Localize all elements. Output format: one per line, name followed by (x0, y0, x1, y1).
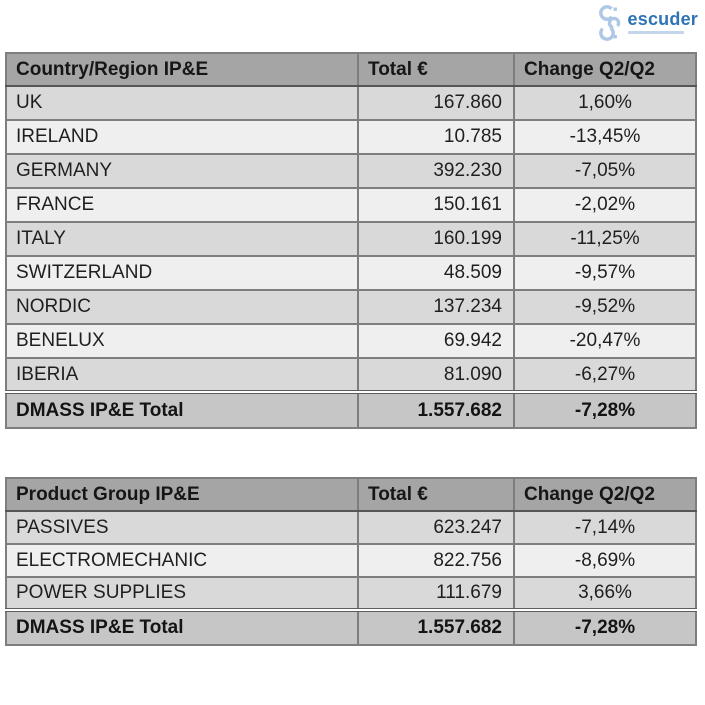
total-value-cell: 822.756 (357, 543, 515, 578)
header-row: Product Group IP&E Total € Change Q2/Q2 (5, 477, 697, 512)
escuder-logo: escuder (596, 3, 698, 48)
table-row: ITALY 160.199 -11,25% (5, 221, 697, 257)
row-label: PASSIVES (5, 510, 359, 545)
change-cell: -7,14% (513, 510, 697, 545)
total-row: DMASS IP&E Total 1.557.682 -7,28% (5, 390, 697, 429)
column-header: Total € (357, 477, 515, 512)
row-label: IRELAND (5, 119, 359, 155)
country-region-table-body: UK 167.860 1,60% IRELAND 10.785 -13,45% GERMAN… (5, 85, 697, 393)
product-group-table-body: PASSIVES 623.247 -7,14% ELECTROMECHANIC 822.… (5, 510, 697, 611)
row-label: ELECTROMECHANIC (5, 543, 359, 578)
total-label: DMASS IP&E Total (5, 390, 359, 429)
product-group-table-header: Product Group IP&E Total € Change Q2/Q2 (5, 477, 697, 512)
table-row: ELECTROMECHANIC 822.756 -8,69% (5, 543, 697, 578)
row-label: BENELUX (5, 323, 359, 359)
change-cell: -8,69% (513, 543, 697, 578)
escuder-logo-icon (596, 3, 624, 48)
row-label: NORDIC (5, 289, 359, 325)
total-value-cell: 137.234 (357, 289, 515, 325)
change-cell: -13,45% (513, 119, 697, 155)
table-row: UK 167.860 1,60% (5, 85, 697, 121)
table-row: BENELUX 69.942 -20,47% (5, 323, 697, 359)
total-value-cell: 160.199 (357, 221, 515, 257)
total-value-cell: 111.679 (357, 576, 515, 611)
total-value-cell: 392.230 (357, 153, 515, 189)
change-cell: -11,25% (513, 221, 697, 257)
total-change: -7,28% (513, 390, 697, 429)
total-value-cell: 623.247 (357, 510, 515, 545)
table-row: IBERIA 81.090 -6,27% (5, 357, 697, 393)
table-row: SWITZERLAND 48.509 -9,57% (5, 255, 697, 291)
total-value-cell: 69.942 (357, 323, 515, 359)
total-change: -7,28% (513, 608, 697, 646)
total-value-cell: 10.785 (357, 119, 515, 155)
table-row: FRANCE 150.161 -2,02% (5, 187, 697, 223)
row-label: FRANCE (5, 187, 359, 223)
column-header: Change Q2/Q2 (513, 477, 697, 512)
row-label: GERMANY (5, 153, 359, 189)
total-value: 1.557.682 (357, 390, 515, 429)
change-cell: -20,47% (513, 323, 697, 359)
change-cell: -7,05% (513, 153, 697, 189)
table-row: POWER SUPPLIES 111.679 3,66% (5, 576, 697, 611)
change-cell: -6,27% (513, 357, 697, 393)
column-header: Country/Region IP&E (5, 52, 359, 87)
header-row: Country/Region IP&E Total € Change Q2/Q2 (5, 52, 697, 87)
logo-tagline (627, 31, 684, 34)
total-value-cell: 167.860 (357, 85, 515, 121)
total-label: DMASS IP&E Total (5, 608, 359, 646)
total-value: 1.557.682 (357, 608, 515, 646)
total-value-cell: 81.090 (357, 357, 515, 393)
column-header: Total € (357, 52, 515, 87)
table-row: PASSIVES 623.247 -7,14% (5, 510, 697, 545)
change-cell: -2,02% (513, 187, 697, 223)
row-label: POWER SUPPLIES (5, 576, 359, 611)
country-region-table: Country/Region IP&E Total € Change Q2/Q2 U… (5, 52, 697, 429)
row-label: ITALY (5, 221, 359, 257)
row-label: UK (5, 85, 359, 121)
table-row: IRELAND 10.785 -13,45% (5, 119, 697, 155)
product-group-table-total: DMASS IP&E Total 1.557.682 -7,28% (5, 608, 697, 646)
escuder-logo-text: escuder (627, 9, 698, 29)
total-row: DMASS IP&E Total 1.557.682 -7,28% (5, 608, 697, 646)
row-label: SWITZERLAND (5, 255, 359, 291)
total-value-cell: 150.161 (357, 187, 515, 223)
country-region-table-total: DMASS IP&E Total 1.557.682 -7,28% (5, 390, 697, 429)
table-row: NORDIC 137.234 -9,52% (5, 289, 697, 325)
change-cell: 1,60% (513, 85, 697, 121)
table-row: GERMANY 392.230 -7,05% (5, 153, 697, 189)
country-region-table-header: Country/Region IP&E Total € Change Q2/Q2 (5, 52, 697, 87)
change-cell: -9,57% (513, 255, 697, 291)
column-header: Change Q2/Q2 (513, 52, 697, 87)
product-group-table: Product Group IP&E Total € Change Q2/Q2 PA… (5, 477, 697, 646)
change-cell: -9,52% (513, 289, 697, 325)
column-header: Product Group IP&E (5, 477, 359, 512)
change-cell: 3,66% (513, 576, 697, 611)
total-value-cell: 48.509 (357, 255, 515, 291)
row-label: IBERIA (5, 357, 359, 393)
